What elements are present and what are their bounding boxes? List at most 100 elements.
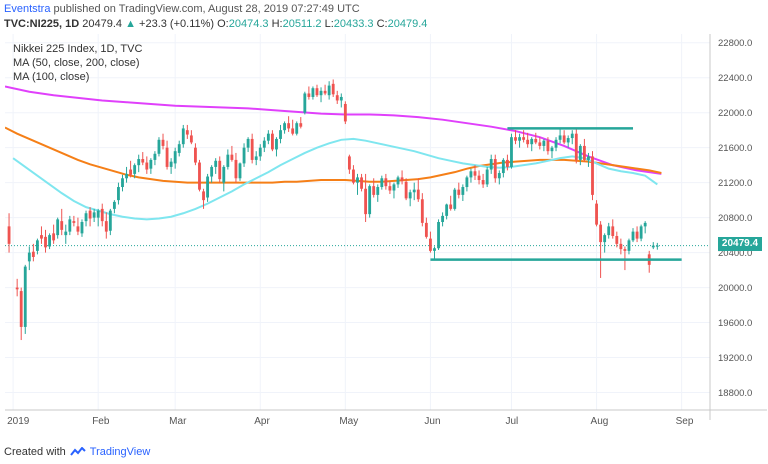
candle-body [388, 186, 392, 191]
candle-body [323, 90, 327, 94]
chart-header: Eventstra published on TradingView.com, … [0, 0, 768, 34]
candle-body [40, 235, 43, 239]
candle-body [441, 215, 445, 222]
y-tick-label: 19600.0 [718, 318, 752, 329]
candle-body [185, 130, 189, 135]
candle-body [80, 222, 84, 234]
candle-body [165, 147, 169, 167]
candle-body [449, 204, 453, 209]
candle-body [100, 208, 104, 222]
candle-body [655, 245, 659, 247]
candle-body [327, 85, 331, 96]
candle-body [299, 123, 303, 127]
up-arrow-icon: ▲ [125, 18, 136, 30]
candle-body [445, 204, 449, 216]
y-tick-label: 20400.0 [718, 248, 752, 259]
candle-body [222, 166, 226, 183]
tradingview-brand[interactable]: TradingView [89, 446, 151, 458]
ma-50-line [12, 137, 658, 221]
candle-body [639, 226, 643, 239]
candle-body [485, 169, 489, 185]
candle-body [453, 189, 457, 209]
published-text: published on TradingView.com, August 28,… [53, 3, 360, 15]
close-label: C: [376, 18, 388, 30]
candle-body [538, 142, 542, 146]
candle-body [266, 133, 270, 141]
candle-body [303, 93, 307, 113]
candle-body [591, 156, 594, 195]
candle-body [194, 147, 197, 163]
candle-body [15, 287, 19, 290]
x-tick-label: Mar [169, 416, 187, 427]
y-tick-label: 21600.0 [718, 143, 752, 154]
candle-body [307, 93, 311, 97]
candle-body [23, 266, 27, 327]
ma-200-line [4, 85, 662, 175]
chart-frame[interactable]: 18800.0 19200.0 19600.0 20000.0 20400.0 20800… [4, 34, 767, 440]
x-tick-label: Apr [254, 416, 270, 427]
candle-body [295, 123, 299, 134]
candle-body [19, 291, 23, 327]
candle-body [339, 96, 343, 101]
candle-body [92, 212, 96, 218]
candle-body [347, 156, 351, 170]
candle-body [574, 133, 578, 160]
candle-body [141, 159, 145, 163]
candle-body [198, 162, 201, 190]
candle-body [505, 159, 509, 167]
candle-body [287, 123, 291, 129]
candle-body [607, 226, 611, 236]
high-value: 20511.2 [282, 18, 322, 30]
legend-title: Nikkei 225 Index, 1D, TVC [13, 43, 143, 55]
candle-body [112, 201, 116, 209]
candle-body [408, 192, 412, 199]
candle-body [275, 138, 278, 150]
candle-body [376, 187, 380, 195]
candle-body [562, 135, 566, 143]
candle-body [214, 160, 218, 167]
candle-body [238, 163, 242, 179]
x-tick-label: Sep [676, 416, 694, 427]
candle-body [493, 159, 497, 179]
candle-body [424, 222, 428, 237]
candle-body [522, 137, 526, 140]
candle-body [48, 235, 51, 247]
candle-body [181, 128, 185, 145]
candle-body [481, 180, 485, 185]
candle-body [635, 231, 639, 239]
candle-body [356, 177, 359, 183]
candle-body [64, 231, 68, 236]
candle-body [44, 236, 47, 248]
candle-body [534, 138, 538, 143]
candle-body [153, 153, 157, 160]
last-price-tag: 20479.4 [718, 237, 762, 251]
candle-body [242, 147, 246, 164]
candle-body [599, 224, 603, 243]
y-tick-label: 19200.0 [718, 353, 752, 364]
candle-body [173, 151, 177, 164]
candle-body [234, 159, 238, 179]
candle-body [396, 177, 400, 185]
candle-body [546, 140, 550, 152]
price-chart[interactable]: 18800.0 19200.0 19600.0 20000.0 20400.0 20800… [4, 34, 767, 440]
open-value: 20474.3 [228, 18, 269, 30]
y-tick-label: 20000.0 [718, 283, 752, 294]
candle-body [352, 169, 355, 183]
ohlc-summary: TVC:NI225, 1D 20479.4 ▲ +23.3 (+0.11%) O… [4, 18, 427, 30]
candle-body [469, 171, 473, 178]
candle-body [76, 226, 80, 232]
candle-body [627, 240, 631, 251]
candle-body [315, 88, 319, 96]
candle-body [437, 222, 440, 249]
candle-body [218, 160, 222, 180]
x-tick-label: Aug [591, 416, 609, 427]
author-link[interactable]: Eventstra [4, 3, 51, 15]
close-value: 20479.4 [387, 18, 428, 30]
created-with-text: Created with [4, 446, 66, 458]
candle-body [117, 187, 120, 201]
candle-body [157, 139, 161, 154]
candle-body [279, 130, 282, 139]
candle-body [578, 145, 582, 160]
candle-body [368, 186, 372, 215]
candle-body [283, 123, 286, 131]
